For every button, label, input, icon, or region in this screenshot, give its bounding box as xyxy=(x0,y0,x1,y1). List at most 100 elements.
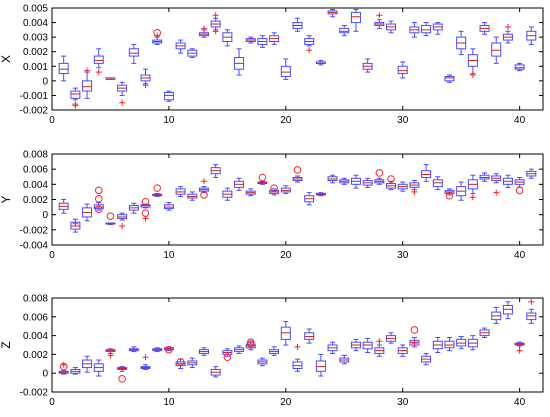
box-27 xyxy=(362,58,373,73)
outlier-circle xyxy=(515,186,524,195)
box-10 xyxy=(163,202,174,211)
box-39 xyxy=(502,30,513,44)
y-tick-label: 0.004 xyxy=(23,331,48,342)
box-iqr xyxy=(350,11,361,24)
box-25 xyxy=(339,354,350,365)
box-iqr xyxy=(58,62,69,75)
box-38 xyxy=(491,173,502,184)
y-tick-label: 0.008 xyxy=(23,294,48,305)
box-31 xyxy=(409,22,420,38)
box-24 xyxy=(327,8,338,18)
box-29 xyxy=(386,180,397,191)
x-tick-label: 20 xyxy=(280,397,292,408)
box-34 xyxy=(444,74,455,83)
box-11 xyxy=(175,39,186,54)
box-4 xyxy=(93,359,104,377)
outlier-circle xyxy=(258,173,267,182)
y-tick-label: 0 xyxy=(42,76,48,87)
box-6 xyxy=(117,366,128,372)
box-22 xyxy=(304,35,315,47)
outlier-circle xyxy=(410,326,419,334)
box-25 xyxy=(339,24,350,37)
outlier-plus xyxy=(72,101,79,108)
box-32 xyxy=(421,352,432,366)
box-38 xyxy=(491,36,502,64)
box-18 xyxy=(257,180,268,185)
box-1 xyxy=(58,199,69,214)
outlier-plus xyxy=(306,47,313,54)
box-9 xyxy=(152,347,163,353)
outlier-plus xyxy=(528,298,535,305)
box-37 xyxy=(479,327,490,338)
y-tick-label: 0.006 xyxy=(23,165,48,176)
box-23 xyxy=(315,353,326,377)
box-27 xyxy=(362,337,373,354)
box-9 xyxy=(152,192,163,197)
box-15 xyxy=(222,187,233,201)
outlier-circle xyxy=(118,375,126,383)
x-tick-label: 40 xyxy=(514,250,526,261)
outlier-plus xyxy=(376,338,383,345)
box-30 xyxy=(397,61,408,79)
box-4 xyxy=(93,202,104,211)
box-24 xyxy=(327,341,338,354)
box-27 xyxy=(362,177,373,188)
box-19 xyxy=(269,32,280,45)
outlier-plus xyxy=(60,361,67,368)
y-tick-label: -0.002 xyxy=(20,225,49,236)
outlier-plus xyxy=(493,189,500,196)
outlier-circle xyxy=(59,362,68,371)
y-tick-label: 0 xyxy=(42,369,48,380)
outlier-plus xyxy=(95,69,102,76)
box-28 xyxy=(374,19,385,29)
box-iqr xyxy=(491,42,502,57)
box-41 xyxy=(526,26,537,45)
box-30 xyxy=(397,344,408,357)
outlier-plus xyxy=(469,194,476,201)
axes-frame xyxy=(51,297,544,393)
outlier-circle xyxy=(176,358,185,366)
box-32 xyxy=(421,164,432,182)
x-tick-label: 30 xyxy=(397,397,409,408)
box-1 xyxy=(58,369,69,375)
outlier-circle xyxy=(106,212,115,220)
outlier-plus xyxy=(142,354,149,361)
y-tick-label: 0.003 xyxy=(23,33,48,44)
y-tick-label: 0.002 xyxy=(23,195,48,206)
x-tick-label: 10 xyxy=(163,397,175,408)
axes-frame xyxy=(51,7,544,111)
outlier-plus xyxy=(107,352,114,359)
box-14 xyxy=(210,17,221,31)
box-3 xyxy=(82,355,93,373)
box-33 xyxy=(432,22,443,35)
y-tick-label: 0.002 xyxy=(23,47,48,58)
box-21 xyxy=(292,175,303,183)
box-12 xyxy=(187,357,198,369)
box-35 xyxy=(456,30,467,56)
box-iqr xyxy=(339,27,350,34)
box-20 xyxy=(280,321,291,346)
box-21 xyxy=(292,17,303,32)
box-iqr xyxy=(82,80,93,92)
x-tick-label: 10 xyxy=(163,250,175,261)
box-iqr xyxy=(163,92,174,101)
box-30 xyxy=(397,181,408,192)
y-axis-label: X xyxy=(0,55,13,63)
box-10 xyxy=(163,90,174,102)
box-iqr xyxy=(514,64,525,70)
panel-y: -0.004 -0.002 0 0.002 0.004 0.006 0.008 0 10 20 30… xyxy=(0,150,544,261)
box-41 xyxy=(526,308,537,324)
outlier-plus xyxy=(411,188,418,195)
x-tick-label: 20 xyxy=(280,115,292,126)
outlier-circle xyxy=(445,191,454,200)
box-18 xyxy=(257,35,268,48)
panel-x: -0.002 -0.001 0 0.001 0.002 0.003 0.004 0.005 0 1… xyxy=(0,4,544,126)
outlier-circle xyxy=(94,205,103,214)
outlier-plus xyxy=(469,72,476,79)
box-31 xyxy=(409,180,420,191)
box-iqr xyxy=(421,24,432,34)
outlier-plus xyxy=(504,23,511,30)
outlier-plus xyxy=(200,25,207,32)
box-12 xyxy=(187,191,198,201)
box-35 xyxy=(456,336,467,350)
